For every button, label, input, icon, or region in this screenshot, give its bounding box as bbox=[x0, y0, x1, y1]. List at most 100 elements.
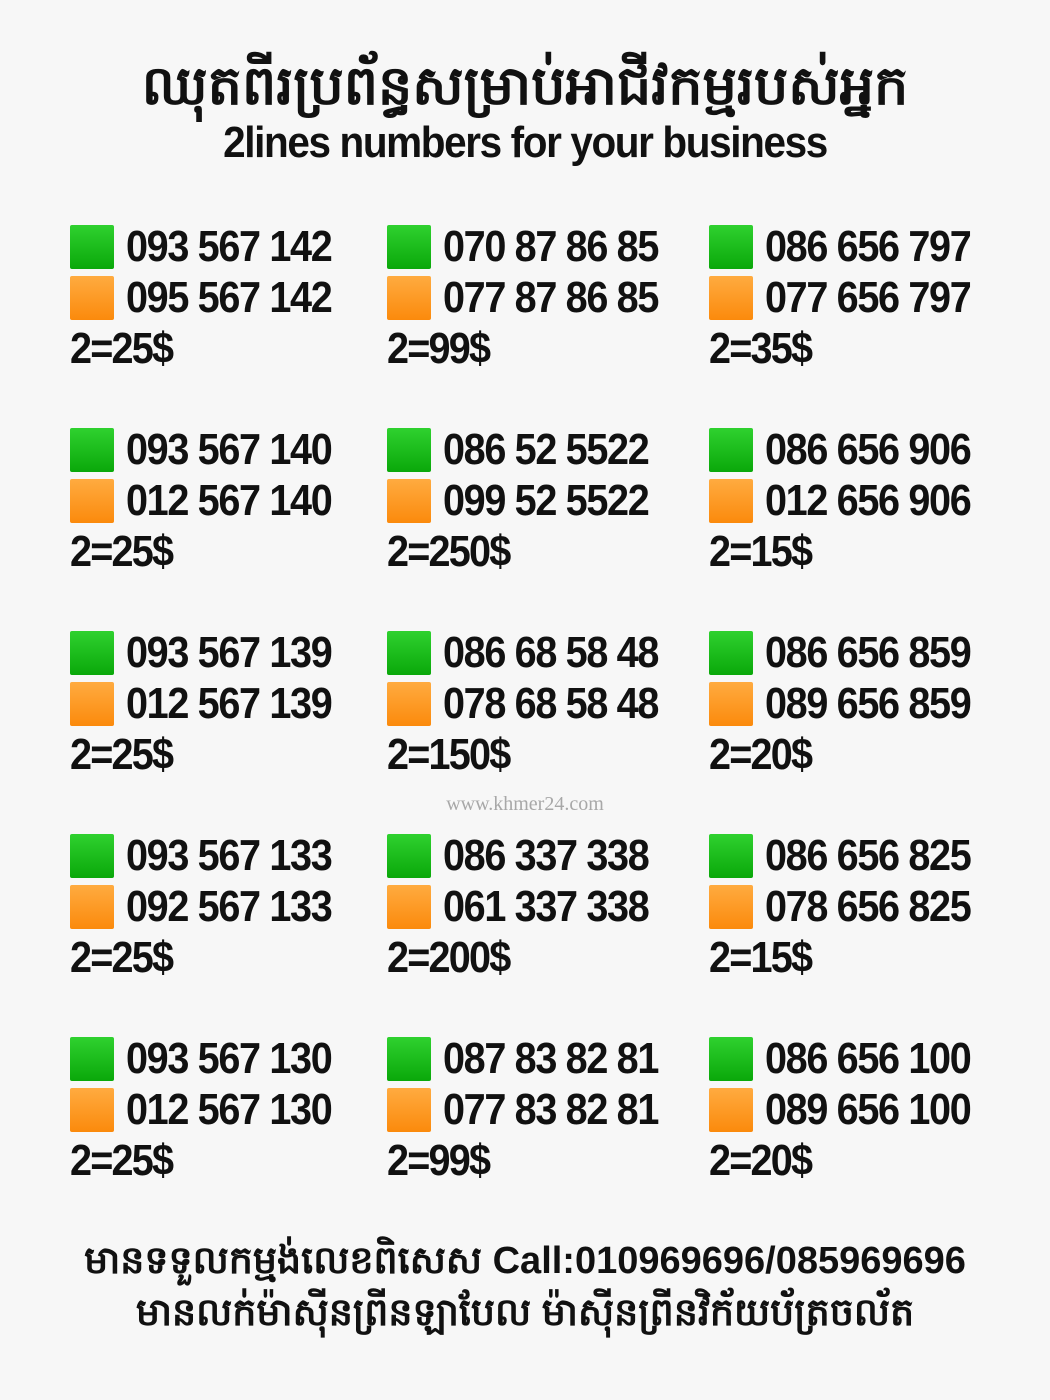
first-number-line: 086 52 5522 bbox=[387, 424, 707, 475]
green-square-icon bbox=[387, 630, 431, 675]
green-square-icon bbox=[387, 833, 431, 878]
price: 2=20$ bbox=[709, 1136, 813, 1185]
number-offer-card: 070 87 86 85 077 87 86 85 2=99$ bbox=[387, 221, 707, 374]
phone-number: 077 87 86 85 bbox=[443, 272, 659, 322]
price: 2=35$ bbox=[709, 324, 813, 373]
orange-square-icon bbox=[70, 478, 114, 523]
orange-square-icon bbox=[387, 681, 431, 726]
price: 2=20$ bbox=[709, 730, 813, 779]
green-square-icon bbox=[709, 833, 753, 878]
phone-number: 093 567 133 bbox=[126, 830, 333, 880]
orange-square-icon bbox=[709, 1087, 753, 1132]
orange-square-icon bbox=[387, 275, 431, 320]
phone-number: 095 567 142 bbox=[126, 272, 333, 322]
green-square-icon bbox=[387, 224, 431, 269]
orange-square-icon bbox=[387, 884, 431, 929]
green-square-icon bbox=[709, 1036, 753, 1081]
price: 2=25$ bbox=[70, 730, 174, 779]
price: 2=200$ bbox=[387, 933, 511, 982]
number-offer-card: 086 656 100 089 656 100 2=20$ bbox=[709, 1033, 1029, 1186]
second-number-line: 089 656 100 bbox=[709, 1084, 1029, 1135]
phone-number: 093 567 139 bbox=[126, 627, 333, 677]
orange-square-icon bbox=[70, 681, 114, 726]
green-square-icon bbox=[70, 1036, 114, 1081]
first-number-line: 093 567 139 bbox=[70, 627, 390, 678]
first-number-line: 086 656 797 bbox=[709, 221, 1029, 272]
first-number-line: 093 567 142 bbox=[70, 221, 390, 272]
phone-number: 078 68 58 48 bbox=[443, 678, 659, 728]
phone-number: 093 567 130 bbox=[126, 1033, 333, 1083]
first-number-line: 086 337 338 bbox=[387, 830, 707, 881]
first-number-line: 070 87 86 85 bbox=[387, 221, 707, 272]
second-number-line: 012 567 130 bbox=[70, 1084, 390, 1135]
green-square-icon bbox=[70, 630, 114, 675]
second-number-line: 095 567 142 bbox=[70, 272, 390, 323]
first-number-line: 086 656 825 bbox=[709, 830, 1029, 881]
phone-number: 086 656 859 bbox=[765, 627, 972, 677]
orange-square-icon bbox=[70, 1087, 114, 1132]
price: 2=25$ bbox=[70, 933, 174, 982]
footer-printer-line: មានលក់ម៉ាស៊ីនព្រីនឡាបែល ម៉ាស៊ីនព្រីនវិក័… bbox=[135, 1292, 915, 1334]
first-number-line: 086 68 58 48 bbox=[387, 627, 707, 678]
orange-square-icon bbox=[709, 681, 753, 726]
second-number-line: 089 656 859 bbox=[709, 678, 1029, 729]
phone-number: 086 656 906 bbox=[765, 424, 972, 474]
second-number-line: 099 52 5522 bbox=[387, 475, 707, 526]
price: 2=25$ bbox=[70, 324, 174, 373]
phone-number: 086 656 100 bbox=[765, 1033, 972, 1083]
number-offer-card: 093 567 142 095 567 142 2=25$ bbox=[70, 221, 390, 374]
phone-number: 012 656 906 bbox=[765, 475, 972, 525]
number-offer-card: 087 83 82 81 077 83 82 81 2=99$ bbox=[387, 1033, 707, 1186]
second-number-line: 012 567 140 bbox=[70, 475, 390, 526]
number-offer-card: 086 656 906 012 656 906 2=15$ bbox=[709, 424, 1029, 577]
green-square-icon bbox=[70, 427, 114, 472]
green-square-icon bbox=[709, 427, 753, 472]
phone-number: 012 567 140 bbox=[126, 475, 333, 525]
second-number-line: 012 656 906 bbox=[709, 475, 1029, 526]
green-square-icon bbox=[70, 833, 114, 878]
phone-number: 077 656 797 bbox=[765, 272, 972, 322]
first-number-line: 093 567 133 bbox=[70, 830, 390, 881]
green-square-icon bbox=[709, 224, 753, 269]
phone-number: 077 83 82 81 bbox=[443, 1084, 659, 1134]
number-offer-card: 086 656 825 078 656 825 2=15$ bbox=[709, 830, 1029, 983]
second-number-line: 077 87 86 85 bbox=[387, 272, 707, 323]
phone-number: 093 567 142 bbox=[126, 221, 333, 271]
phone-number: 089 656 859 bbox=[765, 678, 972, 728]
phone-number: 078 656 825 bbox=[765, 881, 972, 931]
orange-square-icon bbox=[709, 275, 753, 320]
number-offer-card: 086 68 58 48 078 68 58 48 2=150$ bbox=[387, 627, 707, 780]
title-khmer: ឈុតពីរប្រព័ន្ធសម្រាប់អាជីវកម្មរបស់អ្នក bbox=[141, 56, 909, 116]
number-offer-card: 086 656 859 089 656 859 2=20$ bbox=[709, 627, 1029, 780]
title-english: 2lines numbers for your business bbox=[223, 118, 828, 167]
phone-number: 087 83 82 81 bbox=[443, 1033, 659, 1083]
first-number-line: 087 83 82 81 bbox=[387, 1033, 707, 1084]
price: 2=250$ bbox=[387, 527, 511, 576]
phone-number: 092 567 133 bbox=[126, 881, 333, 931]
phone-number: 012 567 130 bbox=[126, 1084, 333, 1134]
price: 2=25$ bbox=[70, 1136, 174, 1185]
number-offer-card: 093 567 139 012 567 139 2=25$ bbox=[70, 627, 390, 780]
phone-number: 086 52 5522 bbox=[443, 424, 650, 474]
phone-number: 093 567 140 bbox=[126, 424, 333, 474]
green-square-icon bbox=[387, 427, 431, 472]
phone-number: 086 656 825 bbox=[765, 830, 972, 880]
phone-number: 086 656 797 bbox=[765, 221, 972, 271]
green-square-icon bbox=[70, 224, 114, 269]
second-number-line: 077 83 82 81 bbox=[387, 1084, 707, 1135]
number-offer-card: 086 337 338 061 337 338 2=200$ bbox=[387, 830, 707, 983]
second-number-line: 078 68 58 48 bbox=[387, 678, 707, 729]
first-number-line: 086 656 859 bbox=[709, 627, 1029, 678]
phone-number: 086 68 58 48 bbox=[443, 627, 659, 677]
price: 2=150$ bbox=[387, 730, 511, 779]
number-offer-card: 093 567 130 012 567 130 2=25$ bbox=[70, 1033, 390, 1186]
first-number-line: 086 656 906 bbox=[709, 424, 1029, 475]
orange-square-icon bbox=[709, 884, 753, 929]
number-offer-card: 093 567 133 092 567 133 2=25$ bbox=[70, 830, 390, 983]
phone-number: 089 656 100 bbox=[765, 1084, 972, 1134]
number-offer-card: 093 567 140 012 567 140 2=25$ bbox=[70, 424, 390, 577]
orange-square-icon bbox=[70, 275, 114, 320]
number-offer-card: 086 52 5522 099 52 5522 2=250$ bbox=[387, 424, 707, 577]
phone-number: 099 52 5522 bbox=[443, 475, 650, 525]
second-number-line: 078 656 825 bbox=[709, 881, 1029, 932]
